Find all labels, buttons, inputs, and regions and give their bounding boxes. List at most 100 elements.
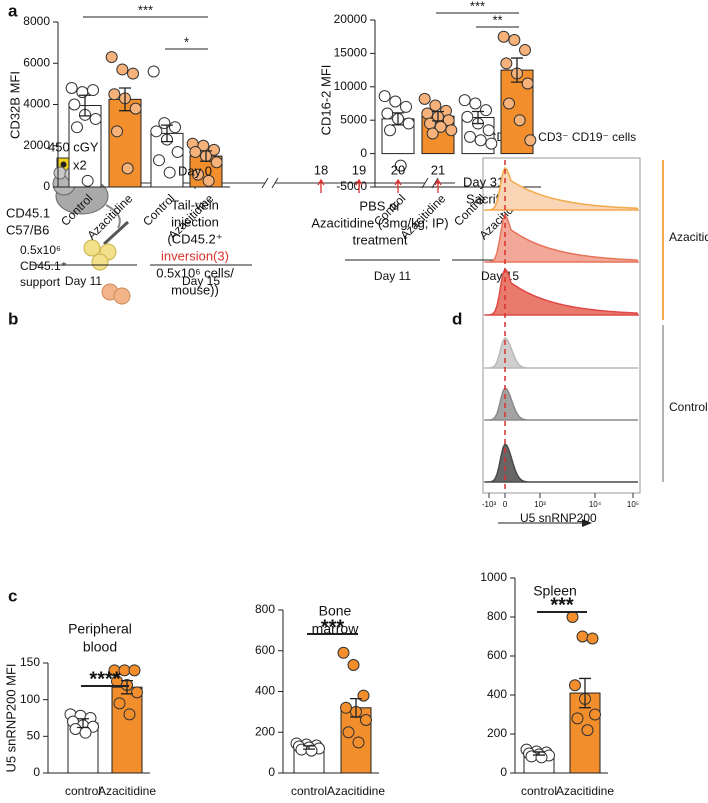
schematic-text: mouse)) (171, 282, 219, 297)
y-tick-label: 600 (487, 648, 507, 662)
chart-title: Bone (319, 603, 352, 619)
chart-title: blood (83, 639, 117, 655)
data-point (400, 100, 412, 113)
data-point (571, 712, 584, 725)
error-bar (472, 110, 484, 125)
panel-label: a (8, 1, 18, 20)
data-point (589, 708, 601, 721)
x-tick-label: 10³ (534, 500, 546, 509)
data-point (65, 82, 78, 94)
x-tick-label: Azacitidine (327, 784, 385, 798)
data-point (189, 145, 202, 158)
x-tick-label: control (65, 784, 101, 798)
schematic-text: CD45.1⁺ (20, 259, 67, 273)
schematic-text: 21 (431, 162, 445, 177)
data-point (480, 104, 492, 117)
error-bar (200, 150, 212, 162)
x-tick-label: control (521, 784, 557, 798)
y-tick-label: 15000 (334, 46, 368, 60)
data-point (68, 98, 81, 111)
x-tick-label: 10⁵ (627, 500, 639, 509)
schematic-text: x2 (73, 157, 87, 172)
mouse-tail (105, 204, 121, 229)
y-tick-label: 200 (487, 726, 507, 740)
treatment-arrow (355, 178, 363, 193)
data-point (113, 697, 126, 710)
schematic-text: Azacitidine (3mg/kg; IP) (311, 215, 448, 230)
syringe (102, 220, 130, 246)
significance-label: *** (470, 0, 485, 13)
x-tick-label: control (291, 784, 327, 798)
panel-label: b (8, 309, 18, 328)
schematic-text: Tail-vein (171, 197, 219, 212)
data-point (123, 708, 136, 721)
data-point (210, 156, 223, 169)
error-bar (350, 697, 362, 718)
data-point (469, 97, 482, 110)
chart-title: marrow (312, 621, 360, 637)
data-point (153, 154, 165, 167)
significance-label: **** (89, 668, 120, 690)
y-tick-label: 800 (255, 602, 275, 616)
group-label: Day 15 (481, 269, 519, 283)
data-point (394, 159, 407, 172)
y-tick-label: 400 (255, 684, 275, 698)
data-point (508, 34, 521, 47)
data-point (158, 117, 171, 130)
data-point (347, 659, 360, 672)
group-label: Day 11 (374, 269, 411, 283)
data-point (87, 84, 99, 97)
schematic-text: inversion(3) (161, 248, 229, 263)
data-point (458, 94, 471, 107)
schematic-text: injection (171, 214, 219, 229)
y-axis-label: CD32B MFI (7, 71, 22, 139)
chart-title: Peripheral (68, 621, 132, 637)
data-point (76, 86, 89, 99)
timeline-break (261, 177, 439, 189)
data-point (581, 724, 594, 737)
error-bar (119, 87, 131, 112)
significance-label: *** (550, 594, 574, 616)
y-tick-label: 400 (487, 687, 507, 701)
cell (113, 287, 131, 305)
treatment-arrow (317, 178, 325, 193)
panel-label: c (8, 586, 17, 605)
error-bar (511, 57, 523, 83)
radiation-icon (60, 161, 67, 168)
data-point (535, 751, 548, 764)
data-point (418, 92, 431, 105)
y-tick-label: 6000 (23, 55, 50, 69)
data-point (111, 125, 123, 138)
y-tick-label: 150 (20, 655, 40, 669)
data-point (129, 102, 142, 115)
group-label: Control (669, 400, 708, 414)
chart-title: Spleen (533, 583, 577, 599)
data-point (71, 121, 83, 134)
histogram-curve (484, 267, 640, 316)
error-bar (121, 679, 133, 695)
data-point (131, 686, 143, 699)
x-tick-label: 0 (503, 500, 508, 509)
data-point (485, 137, 498, 150)
group-label: Day 11 (65, 274, 102, 288)
data-point (569, 679, 581, 692)
data-point (576, 630, 589, 643)
y-tick-label: 50 (27, 729, 41, 743)
data-point (79, 726, 92, 739)
y-axis-label: CD16-2 MFI (318, 65, 333, 136)
group-label: Day 15 (182, 274, 220, 288)
cell (91, 253, 109, 271)
y-tick-label: 10000 (334, 79, 368, 93)
y-tick-label: 8000 (23, 14, 50, 28)
data-point (503, 97, 515, 110)
data-point (171, 145, 184, 158)
x-tick-label: -10³ (482, 500, 497, 509)
data-point (389, 95, 402, 108)
data-point (474, 134, 487, 147)
schematic-text: 19 (352, 162, 366, 177)
data-point (208, 143, 220, 156)
data-point (586, 632, 599, 645)
mouse (53, 166, 67, 180)
data-point (424, 117, 436, 130)
